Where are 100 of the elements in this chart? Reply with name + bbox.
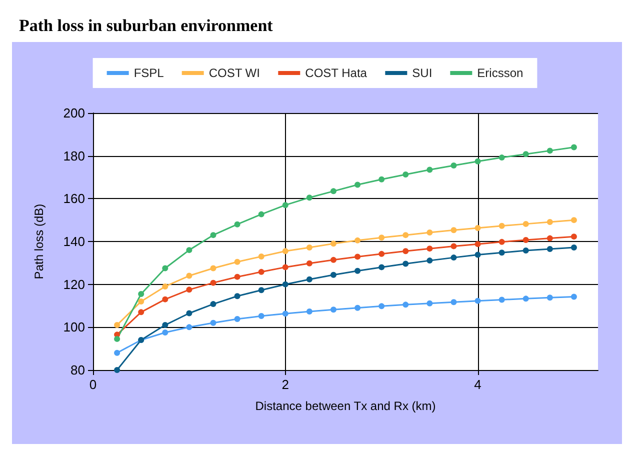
point: [210, 301, 216, 308]
point: [234, 316, 240, 322]
point: [258, 268, 264, 275]
point: [210, 232, 216, 238]
point: [138, 298, 144, 304]
legend-label: COST WI: [208, 66, 260, 80]
point: [162, 283, 168, 290]
point: [234, 258, 240, 265]
point: [402, 302, 409, 308]
point: [498, 296, 505, 303]
point: [378, 234, 385, 241]
x-tick-label: 0: [89, 377, 97, 392]
chart-title: Path loss in suburban environment: [19, 16, 274, 35]
y-tick-label: 160: [63, 191, 85, 206]
point: [546, 235, 553, 242]
point: [186, 286, 192, 293]
point: [186, 324, 192, 330]
point: [570, 294, 577, 300]
point: [210, 265, 216, 272]
point: [378, 303, 385, 310]
point: [354, 182, 361, 188]
legend-label: Ericsson: [477, 66, 524, 80]
point: [330, 240, 336, 247]
point: [258, 211, 264, 218]
point: [354, 237, 361, 244]
point: [426, 246, 433, 252]
point: [330, 272, 336, 278]
point: [450, 299, 457, 306]
point: [426, 230, 433, 236]
point: [162, 265, 168, 272]
point: [522, 237, 529, 243]
point: [162, 322, 168, 328]
point: [522, 296, 529, 302]
x-tick-label: 2: [282, 377, 289, 392]
point: [282, 202, 288, 208]
point: [474, 298, 481, 304]
point: [258, 287, 264, 294]
point: [426, 300, 433, 306]
point: [498, 238, 505, 245]
point: [186, 247, 192, 254]
legend-label: SUI: [412, 66, 432, 80]
point: [330, 306, 336, 313]
y-tick-label: 120: [63, 276, 85, 292]
point: [546, 294, 553, 301]
point: [186, 310, 192, 316]
y-axis-title: Path loss (dB): [32, 204, 46, 280]
point: [234, 221, 240, 228]
point: [474, 241, 481, 248]
point: [522, 151, 529, 158]
point: [114, 350, 120, 356]
point: [186, 272, 192, 279]
point: [378, 250, 385, 257]
point: [402, 232, 409, 238]
point: [402, 171, 409, 178]
point: [498, 250, 505, 256]
point: [522, 220, 529, 227]
point: [474, 252, 481, 258]
point: [282, 281, 288, 288]
point: [450, 227, 457, 234]
x-tick-label: 4: [474, 377, 482, 392]
point: [450, 162, 457, 168]
point: [546, 219, 553, 226]
point: [570, 144, 577, 150]
point: [282, 264, 288, 270]
legend-label: FSPL: [134, 66, 164, 80]
point: [306, 308, 312, 315]
point: [330, 256, 336, 263]
point: [498, 222, 505, 229]
point: [210, 320, 216, 326]
point: [354, 254, 361, 260]
point: [474, 158, 481, 164]
point: [426, 258, 433, 264]
y-tick-label: 80: [70, 362, 85, 378]
point: [258, 253, 264, 260]
point: [402, 248, 409, 254]
point: [114, 367, 120, 373]
point: [570, 234, 577, 240]
point: [234, 293, 240, 300]
point: [114, 322, 120, 328]
point: [306, 244, 312, 250]
point: [450, 254, 457, 261]
point: [282, 310, 288, 317]
point: [354, 304, 361, 311]
point: [570, 244, 577, 250]
point: [402, 260, 409, 267]
point: [546, 246, 553, 252]
point: [378, 176, 385, 182]
point: [162, 330, 168, 336]
y-tick-label: 200: [63, 106, 85, 120]
point: [498, 154, 505, 161]
y-tick-label: 180: [63, 148, 85, 164]
point: [138, 309, 144, 316]
point: [354, 268, 361, 274]
point: [306, 260, 312, 266]
point: [522, 247, 529, 254]
point: [282, 248, 288, 254]
point: [306, 194, 312, 201]
point: [210, 280, 216, 286]
y-tick-label: 100: [63, 320, 85, 335]
point: [546, 148, 553, 154]
